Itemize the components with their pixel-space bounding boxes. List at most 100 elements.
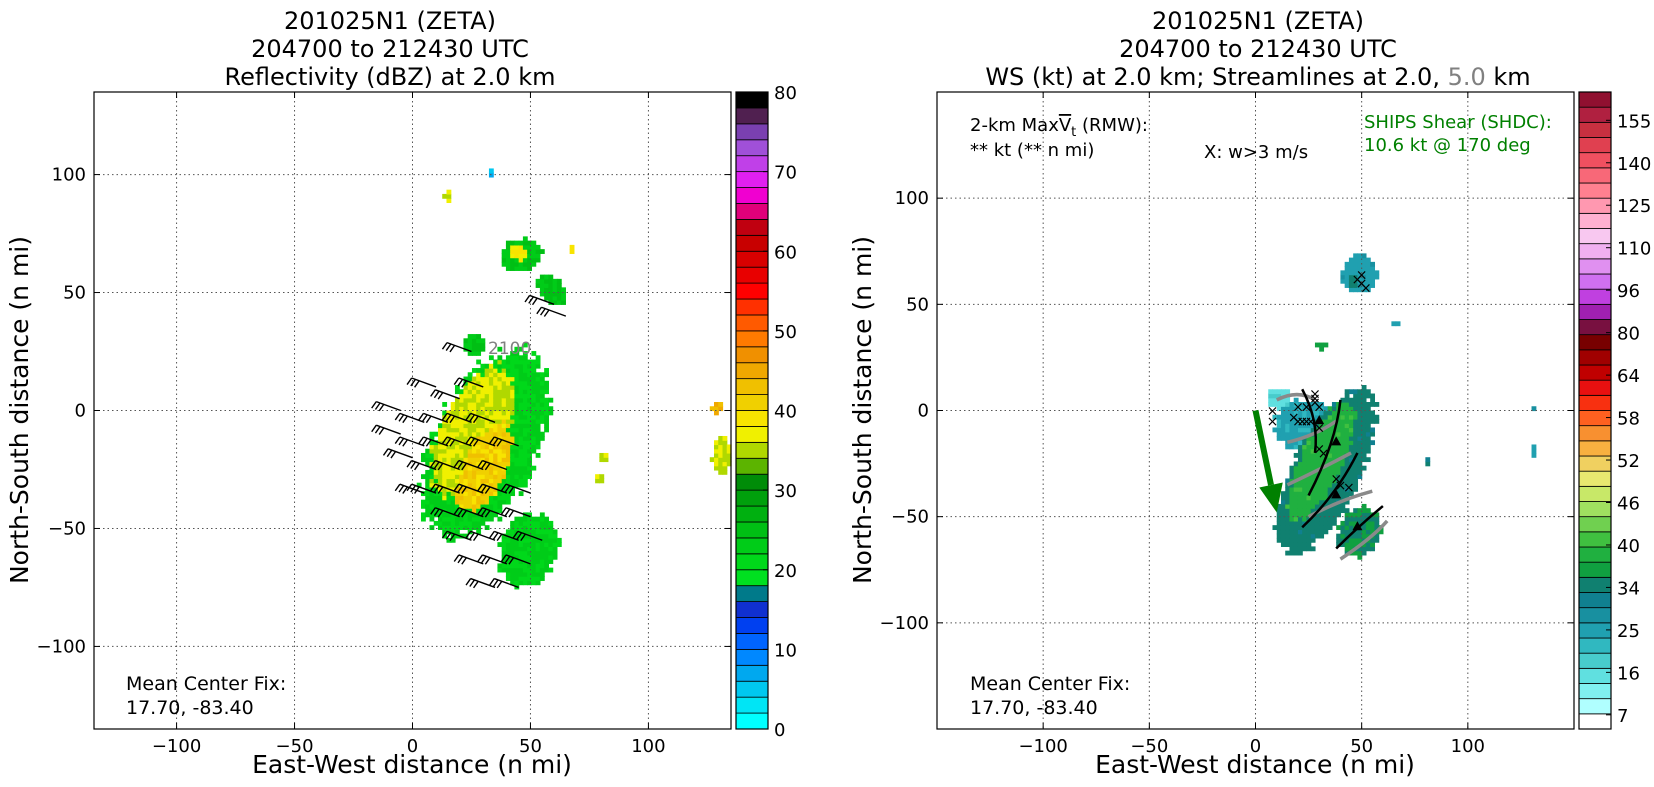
right-field-cell xyxy=(1331,406,1337,412)
left-field-cell xyxy=(514,533,520,539)
right-field-cell xyxy=(1348,266,1354,271)
right-field-cell xyxy=(1353,393,1359,399)
right-updraft-marker: × xyxy=(1292,414,1304,430)
left-field-cell xyxy=(709,457,715,463)
left-field-cell xyxy=(518,414,524,420)
right-field-cell xyxy=(1365,402,1371,407)
right-field-cell xyxy=(1280,402,1286,407)
right-field-cell xyxy=(1353,283,1359,288)
right-field-cell xyxy=(1285,414,1291,420)
left-field-cell xyxy=(459,406,465,412)
right-field-cell xyxy=(1306,474,1312,480)
left-field-cell xyxy=(488,499,494,505)
right-field-cell xyxy=(1297,431,1303,437)
right-field-cell xyxy=(1357,448,1363,454)
left-field-cell xyxy=(471,334,477,339)
right-ytick-label: 0 xyxy=(918,401,929,422)
right-updraft-marker: × xyxy=(1356,268,1368,284)
right-field-cell xyxy=(1365,406,1371,412)
right-xtick-label: 100 xyxy=(1451,736,1485,757)
left-field-cell xyxy=(459,503,465,509)
right-field-cell xyxy=(1365,533,1371,539)
right-field-cell xyxy=(1327,427,1333,433)
left-field-cell xyxy=(437,435,443,441)
right-field-cell xyxy=(1370,418,1376,424)
left-field-cell xyxy=(527,257,533,263)
right-field-cell xyxy=(1531,452,1537,458)
left-field-cell xyxy=(480,435,486,441)
right-field-cell xyxy=(1319,448,1325,454)
left-field-cell xyxy=(446,198,452,204)
right-field-cell xyxy=(1323,427,1329,433)
right-field-cell xyxy=(1365,418,1371,424)
left-y-axis-label: North-South distance (n mi) xyxy=(5,236,34,584)
right-field-cell xyxy=(1276,406,1282,412)
left-field-cell xyxy=(501,452,507,458)
right-field-cell xyxy=(1353,469,1359,475)
left-field-cell xyxy=(497,406,503,412)
left-field-cell xyxy=(552,529,558,535)
left-field-cell xyxy=(446,525,452,531)
right-field-cell xyxy=(1357,393,1363,399)
left-field-cell xyxy=(467,423,473,429)
left-field-cell xyxy=(459,478,465,484)
left-field-cell xyxy=(425,469,431,475)
left-field-cell xyxy=(518,516,524,522)
left-field-cell xyxy=(480,376,486,382)
left-field-cell xyxy=(539,287,545,293)
left-field-cell xyxy=(518,380,524,386)
right-streamline-black xyxy=(1307,399,1342,497)
left-field-cell xyxy=(514,266,520,271)
right-field-cell xyxy=(1323,410,1329,416)
left-field-cell xyxy=(437,516,443,522)
left-field-cell xyxy=(488,372,494,378)
left-field-cell xyxy=(480,423,486,429)
left-field-cell xyxy=(505,359,511,365)
right-x-axis-label: East-West distance (n mi) xyxy=(1095,750,1415,779)
left-field-cell xyxy=(569,249,575,254)
left-field-cell xyxy=(527,368,533,373)
left-field-cell xyxy=(429,448,435,454)
right-field-cell xyxy=(1365,457,1371,463)
left-field-cell xyxy=(480,516,486,522)
left-field-cell xyxy=(488,478,494,484)
left-wind-barb xyxy=(418,436,449,447)
left-field-cell xyxy=(476,529,482,535)
left-wind-barb xyxy=(465,530,496,542)
left-field-cell xyxy=(514,414,520,420)
left-field-cell xyxy=(518,444,524,450)
left-field-cell xyxy=(535,571,541,577)
left-field-cell xyxy=(531,414,537,420)
right-field-cell xyxy=(1361,525,1367,531)
left-field-cell xyxy=(714,461,719,467)
right-field-cell xyxy=(1340,533,1346,539)
right-field-cell xyxy=(1327,414,1333,420)
left-field-cell xyxy=(425,508,431,514)
left-field-cell xyxy=(522,266,528,271)
left-field-cell xyxy=(552,283,558,288)
left-field-cell xyxy=(539,554,545,560)
left-colorbar-tick-label: 20 xyxy=(774,561,797,582)
left-field-cell xyxy=(501,253,507,259)
left-field-cell xyxy=(522,563,528,569)
right-field-cell xyxy=(1344,542,1350,547)
right-colorbar-swatch xyxy=(1578,410,1612,427)
left-field-cell xyxy=(446,495,452,501)
left-field-cell xyxy=(442,482,448,488)
left-field-cell xyxy=(518,440,524,446)
right-field-cell xyxy=(1344,431,1350,437)
right-field-cell xyxy=(1370,278,1376,284)
right-field-cell xyxy=(1353,465,1359,471)
right-field-cell xyxy=(1353,257,1359,263)
left-field-cell xyxy=(484,495,490,501)
left-field-cell xyxy=(459,431,465,437)
left-field-cell xyxy=(454,423,460,429)
left-field-cell xyxy=(433,461,439,467)
left-field-cell xyxy=(510,444,516,450)
right-field-cell xyxy=(1340,427,1346,433)
left-field-cell xyxy=(497,469,503,475)
left-field-cell xyxy=(539,418,545,424)
left-field-cell xyxy=(518,359,524,365)
right-field-cell xyxy=(1323,474,1329,480)
